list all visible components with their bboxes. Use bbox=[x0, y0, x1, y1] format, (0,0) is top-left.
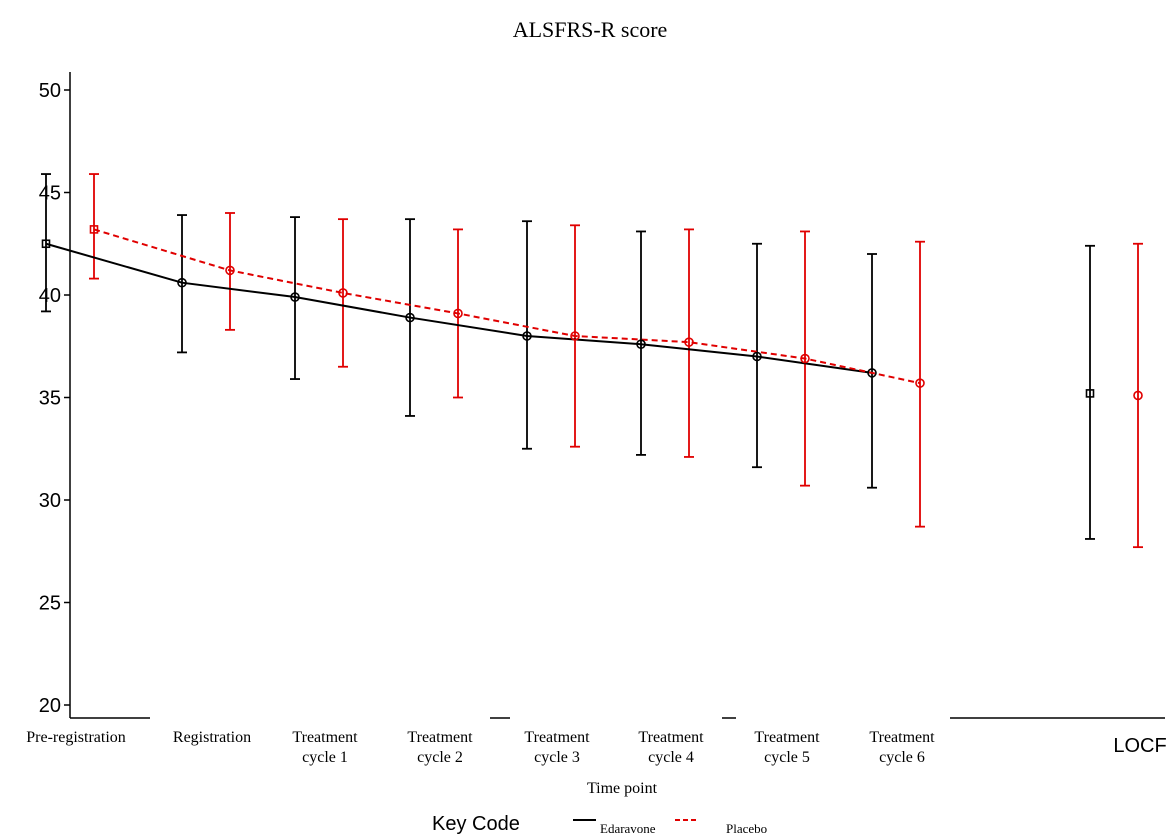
error-bars bbox=[41, 173, 1143, 549]
point-marker-edaravone bbox=[41, 239, 51, 249]
x-tick-label-line: Treatment bbox=[638, 729, 704, 746]
point-marker-placebo bbox=[1133, 390, 1143, 401]
y-tick-label: 25 bbox=[39, 593, 61, 615]
y-tick-label: 50 bbox=[39, 80, 61, 102]
x-tick-label-line: Treatment bbox=[292, 729, 358, 746]
x-tick-label-line: Treatment bbox=[524, 729, 590, 746]
y-tick-label: 45 bbox=[39, 183, 61, 205]
x-tick-label-line: cycle 4 bbox=[648, 749, 694, 766]
x-tick-label: Treatment cycle 3 bbox=[524, 729, 590, 766]
x-tick-label: Treatment cycle 5 bbox=[754, 729, 820, 766]
x-tick-label: Pre-registration bbox=[26, 729, 126, 746]
x-tick-label-line: Treatment bbox=[754, 729, 820, 746]
point-marker-edaravone bbox=[405, 312, 415, 323]
point-marker-edaravone bbox=[636, 339, 646, 350]
legend-label-edaravone: Edaravone bbox=[600, 821, 656, 836]
x-tick-label-line: cycle 2 bbox=[417, 749, 463, 766]
legend-label-placebo: Placebo bbox=[726, 821, 767, 836]
point-marker-placebo bbox=[684, 337, 694, 347]
x-tick-label-line: Registration bbox=[173, 729, 251, 746]
point-marker-placebo bbox=[915, 378, 925, 388]
point-marker-placebo bbox=[453, 308, 463, 319]
series-line-edaravone bbox=[45, 242, 873, 374]
y-tick-label: 30 bbox=[39, 490, 61, 512]
point-marker-edaravone bbox=[867, 368, 877, 378]
x-tick-label-line: Treatment bbox=[869, 729, 935, 746]
x-tick-labels: Pre-registration Registration Treatment cyc… bbox=[26, 729, 1166, 766]
y-tick-label: 20 bbox=[39, 695, 61, 717]
point-marker-edaravone bbox=[177, 277, 187, 288]
point-marker-edaravone bbox=[1085, 389, 1095, 398]
x-tick-label: Treatment cycle 6 bbox=[869, 729, 935, 766]
x-tick-label-line: Pre-registration bbox=[26, 729, 126, 746]
x-tick-label-line: cycle 6 bbox=[879, 749, 925, 766]
point-marker-placebo bbox=[800, 353, 810, 364]
x-axis-label: Time point bbox=[587, 780, 658, 797]
x-tick-label: Treatment cycle 1 bbox=[292, 729, 358, 766]
y-tick-labels: 20 25 30 35 40 45 50 bbox=[39, 80, 61, 717]
series-markers bbox=[41, 225, 1143, 401]
y-tick-label: 35 bbox=[39, 388, 61, 410]
x-tick-label-line: cycle 1 bbox=[302, 749, 348, 766]
axes bbox=[64, 72, 1165, 719]
x-tick-label-line: Treatment bbox=[407, 729, 473, 746]
x-tick-label: LOCF bbox=[1113, 735, 1166, 757]
x-tick-label-line: cycle 5 bbox=[764, 749, 810, 766]
series-line-placebo bbox=[93, 228, 921, 385]
x-tick-label-line: cycle 3 bbox=[534, 749, 580, 766]
point-marker-placebo bbox=[570, 331, 580, 341]
point-marker-placebo bbox=[338, 288, 348, 298]
point-marker-edaravone bbox=[290, 292, 300, 302]
point-marker-placebo bbox=[89, 225, 99, 234]
x-tick-label-line: LOCF bbox=[1113, 735, 1166, 757]
chart-title: ALSFRS-R score bbox=[513, 17, 668, 42]
y-tick-label: 40 bbox=[39, 285, 61, 307]
point-marker-edaravone bbox=[522, 331, 532, 341]
legend: Key Code Edaravone Placebo bbox=[432, 813, 767, 836]
x-tick-label: Registration bbox=[173, 729, 251, 746]
point-marker-placebo bbox=[225, 265, 235, 276]
point-marker-edaravone bbox=[752, 351, 762, 362]
x-tick-label: Treatment cycle 4 bbox=[638, 729, 704, 766]
x-tick-label: Treatment cycle 2 bbox=[407, 729, 473, 766]
series-lines bbox=[45, 228, 921, 385]
legend-title: Key Code bbox=[432, 813, 520, 835]
